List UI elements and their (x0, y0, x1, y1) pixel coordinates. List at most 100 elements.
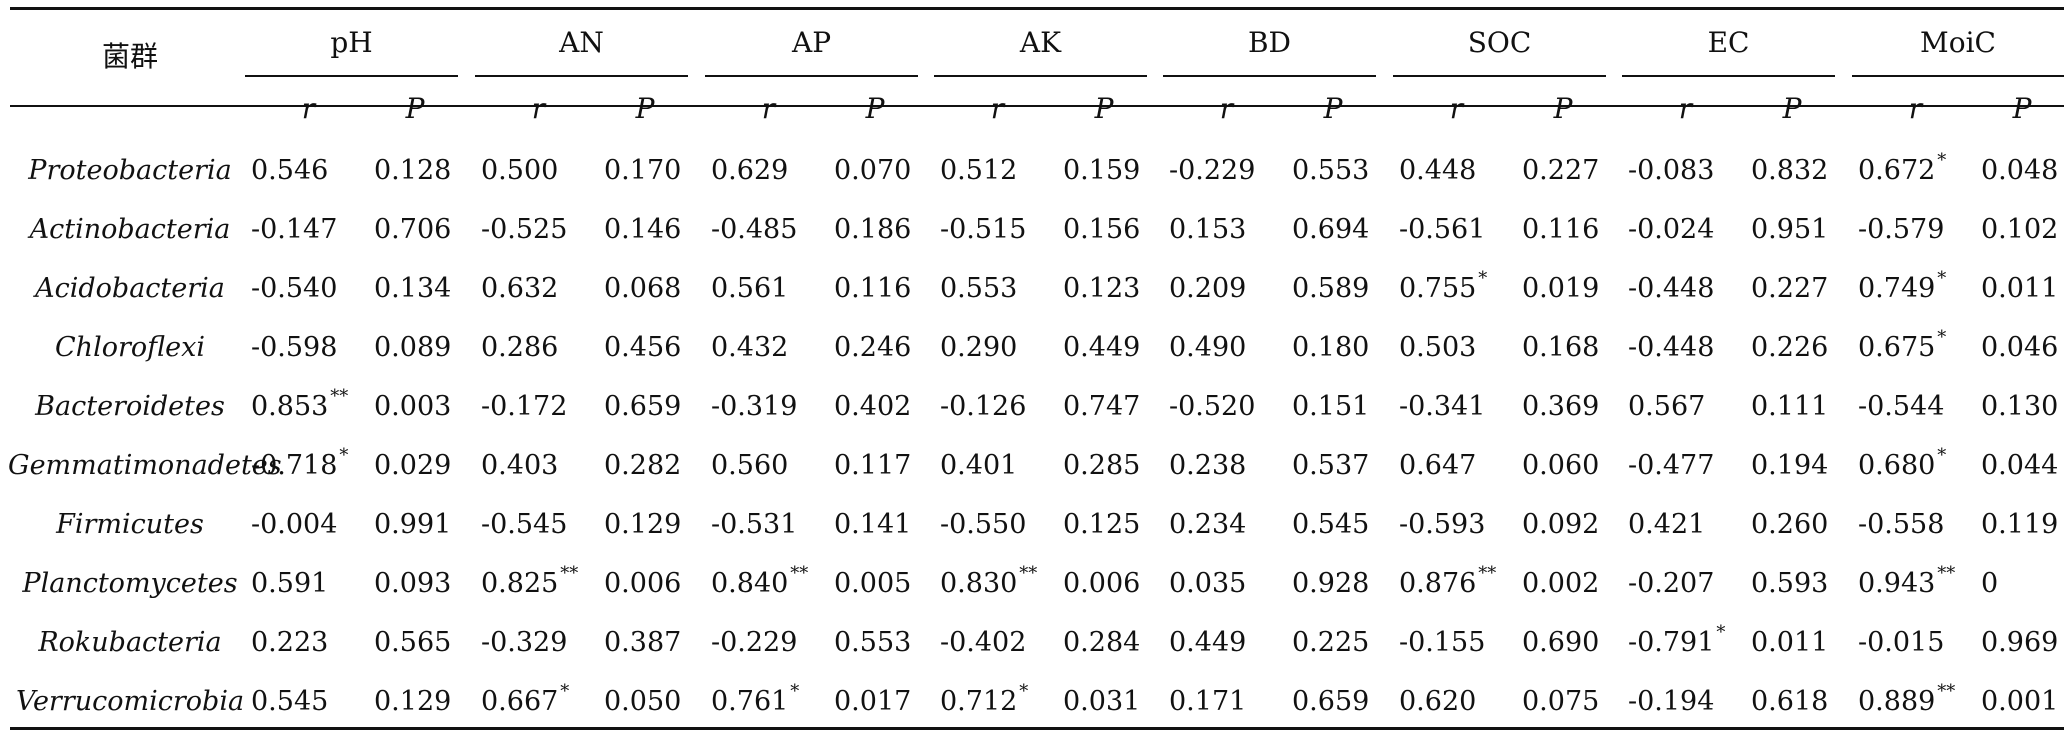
p-value: 0.285 (1063, 450, 1141, 481)
r-value: -0.561 (1399, 214, 1486, 245)
p-value-cell: 0.129 (372, 673, 458, 731)
r-value-cell: 0.448 (1393, 142, 1520, 200)
p-value: 0.951 (1751, 214, 1829, 245)
p-value-cell: 0.017 (832, 673, 918, 731)
p-value-cell: 0.060 (1520, 437, 1606, 495)
r-value: 0.749 (1858, 273, 1936, 304)
r-value-cell: 0.712 * (934, 673, 1061, 731)
r-value: -0.402 (940, 627, 1027, 658)
variable-header-ak: AK (1019, 26, 1062, 59)
r-value-cell: 0.490 (1163, 319, 1290, 377)
p-value-cell: 0.116 (1520, 201, 1606, 259)
r-value: -0.126 (940, 391, 1027, 422)
r-value: -0.544 (1858, 391, 1945, 422)
p-value-cell: 0.046 (1979, 319, 2064, 377)
r-value-cell: 0.889 ** (1852, 673, 1979, 731)
r-value: 0.234 (1169, 509, 1247, 540)
p-value: 0.226 (1751, 332, 1829, 363)
r-value: 0.561 (711, 273, 789, 304)
p-value-cell: 0.151 (1290, 378, 1376, 436)
r-value-cell: -0.147 (245, 201, 372, 259)
p-value-cell: 0.111 (1749, 378, 1835, 436)
r-value-cell: -0.126 (934, 378, 1061, 436)
r-value-cell: -0.329 (475, 614, 602, 672)
r-value: 0.421 (1628, 509, 1706, 540)
r-value-cell: -0.477 (1622, 437, 1749, 495)
r-value-cell: 0.234 (1163, 496, 1290, 554)
p-value: 0.048 (1981, 155, 2059, 186)
p-value-cell: 0.134 (372, 260, 458, 318)
p-value-cell: 0.226 (1749, 319, 1835, 377)
p-value: 0 (1981, 568, 1999, 599)
significance-marker: ** (560, 563, 579, 584)
r-value-cell: 0.561 (705, 260, 832, 318)
r-value: -0.448 (1628, 273, 1715, 304)
p-value-cell: 0 (1979, 555, 2064, 613)
p-value: 0.449 (1063, 332, 1141, 363)
significance-marker: * (790, 681, 800, 702)
r-value-cell: -0.531 (705, 496, 832, 554)
p-value-cell: 0.044 (1979, 437, 2064, 495)
p-value: 0.180 (1292, 332, 1370, 363)
p-value: 0.141 (834, 509, 912, 540)
r-value: 0.889 (1858, 686, 1936, 717)
p-value-cell: 0.116 (832, 260, 918, 318)
r-value: -0.545 (481, 509, 568, 540)
significance-marker: * (1019, 681, 1029, 702)
p-value-cell: 0.227 (1520, 142, 1606, 200)
p-subheader: P (405, 92, 425, 125)
r-value: 0.591 (251, 568, 329, 599)
taxon-label: Proteobacteria (28, 155, 232, 186)
variable-header-an: AN (559, 26, 604, 59)
r-subheader: r (301, 92, 316, 125)
p-value-cell: 0.194 (1749, 437, 1835, 495)
p-value-cell: 0.747 (1061, 378, 1147, 436)
r-value: -0.229 (1169, 155, 1256, 186)
p-value-cell: 0.003 (372, 378, 458, 436)
r-value: -0.194 (1628, 686, 1715, 717)
r-value-cell: -0.545 (475, 496, 602, 554)
header-bottom-rule (10, 105, 2064, 107)
r-value: -0.172 (481, 391, 568, 422)
p-value-cell: 0.123 (1061, 260, 1147, 318)
p-value-cell: 0.369 (1520, 378, 1606, 436)
p-value-cell: 0.068 (602, 260, 688, 318)
r-value-cell: 0.680 * (1852, 437, 1979, 495)
p-value: 0.159 (1063, 155, 1141, 186)
r-value-cell: 0.560 (705, 437, 832, 495)
r-value-cell: -0.515 (934, 201, 1061, 259)
r-value-cell: 0.761 * (705, 673, 832, 731)
p-value-cell: 0.951 (1749, 201, 1835, 259)
p-value: 0.119 (1981, 509, 2059, 540)
r-value: 0.629 (711, 155, 789, 186)
r-value-cell: 0.545 (245, 673, 372, 731)
r-value: -0.593 (1399, 509, 1486, 540)
r-value: 0.755 (1399, 273, 1477, 304)
p-value: 0.001 (1981, 686, 2059, 717)
r-value: 0.830 (940, 568, 1018, 599)
significance-marker: * (1716, 622, 1726, 643)
r-value-cell: 0.401 (934, 437, 1061, 495)
r-value: 0.667 (481, 686, 559, 717)
p-value-cell: 0.537 (1290, 437, 1376, 495)
p-value: 0.050 (604, 686, 682, 717)
p-value: 0.129 (604, 509, 682, 540)
p-value-cell: 0.553 (1290, 142, 1376, 200)
p-value: 0.690 (1522, 627, 1600, 658)
r-value-cell: -0.558 (1852, 496, 1979, 554)
p-value: 0.093 (374, 568, 452, 599)
p-value: 0.832 (1751, 155, 1829, 186)
p-value: 0.123 (1063, 273, 1141, 304)
r-value-cell: 0.286 (475, 319, 602, 377)
r-value: -0.520 (1169, 391, 1256, 422)
p-value: 0.284 (1063, 627, 1141, 658)
taxon-label: Firmicutes (56, 509, 204, 540)
r-value-cell: 0.830 ** (934, 555, 1061, 613)
p-value-cell: 0.991 (372, 496, 458, 554)
p-value: 0.537 (1292, 450, 1370, 481)
significance-marker: ** (1937, 681, 1956, 702)
p-value: 0.706 (374, 214, 452, 245)
variable-header-soc: SOC (1467, 26, 1532, 59)
p-value: 0.089 (374, 332, 452, 363)
r-value: 0.035 (1169, 568, 1247, 599)
